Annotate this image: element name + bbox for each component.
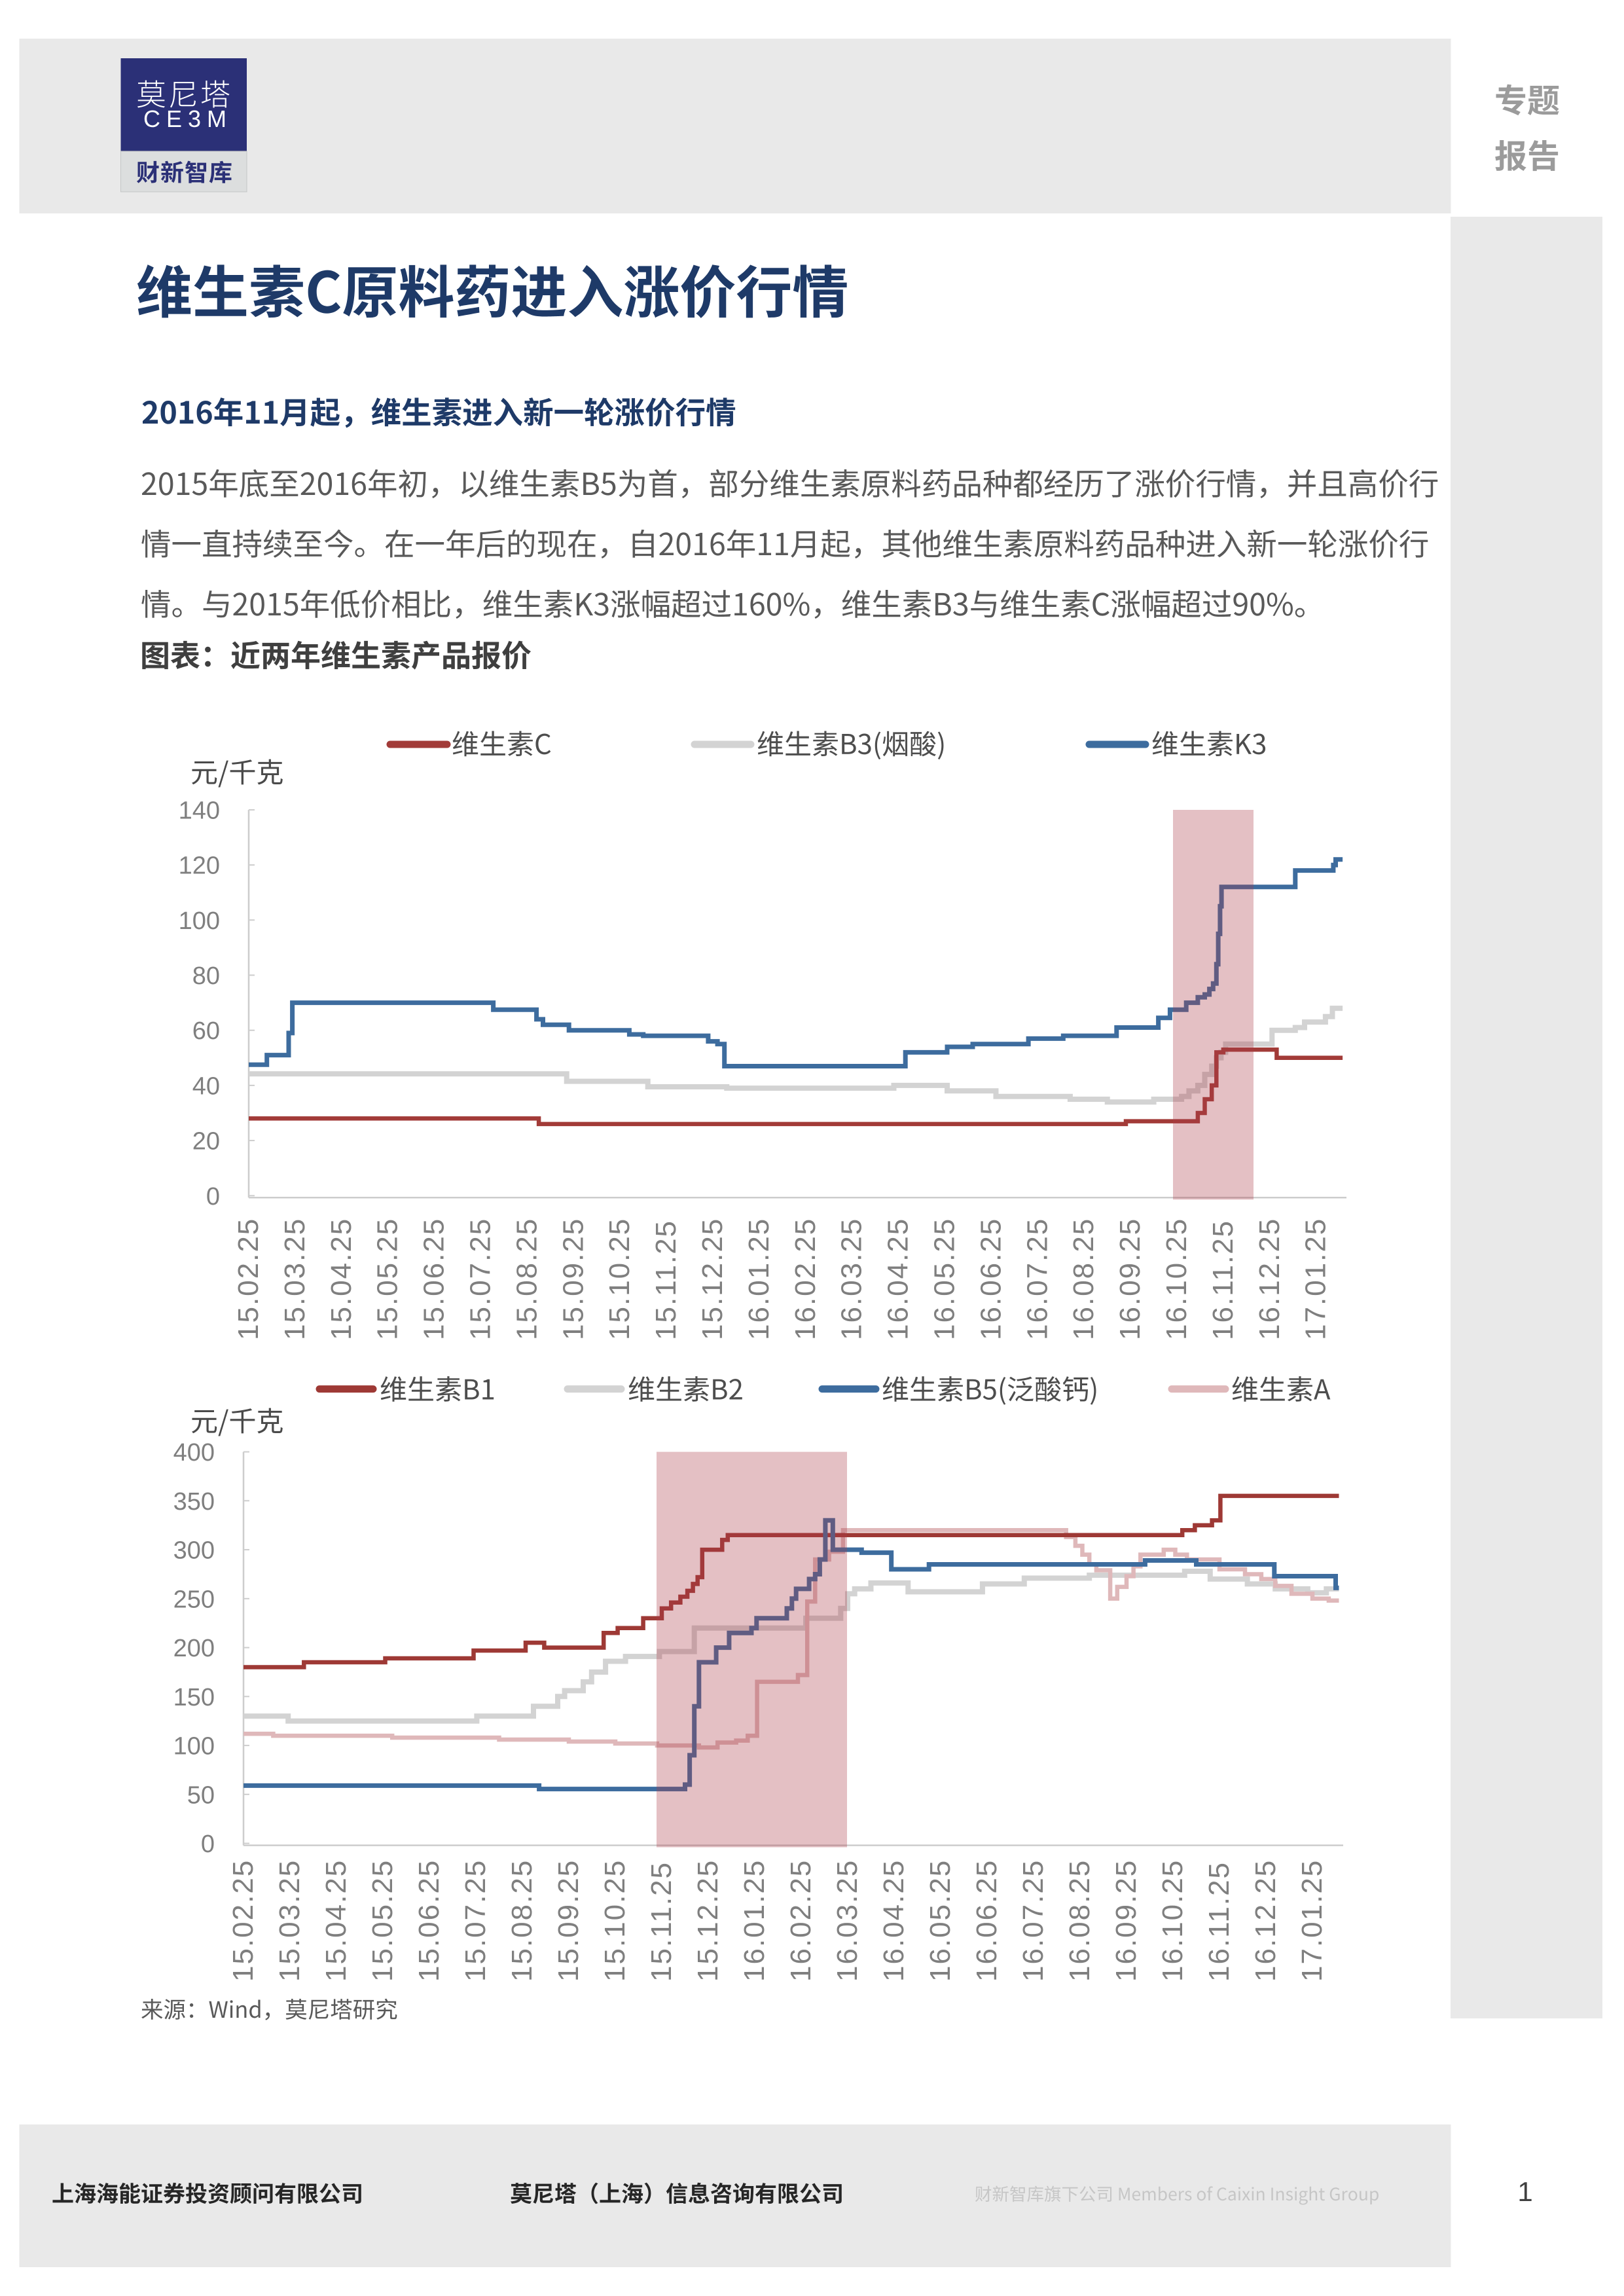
svg-text:0: 0 [201, 1831, 215, 1858]
svg-text:15.06.25: 15.06.25 [418, 1218, 450, 1340]
svg-text:250: 250 [173, 1586, 215, 1613]
svg-text:15.04.25: 15.04.25 [325, 1218, 357, 1340]
svg-text:16.03.25: 16.03.25 [831, 1859, 863, 1982]
svg-text:200: 200 [173, 1635, 215, 1662]
svg-text:120: 120 [179, 852, 220, 880]
svg-text:50: 50 [187, 1781, 215, 1809]
svg-text:15.03.25: 15.03.25 [274, 1859, 306, 1982]
svg-text:16.05.25: 16.05.25 [929, 1218, 961, 1340]
svg-text:60: 60 [192, 1017, 220, 1045]
svg-text:16.06.25: 16.06.25 [971, 1859, 1003, 1982]
svg-text:15.08.25: 15.08.25 [511, 1218, 543, 1340]
svg-text:16.06.25: 16.06.25 [975, 1218, 1007, 1340]
svg-text:16.01.25: 16.01.25 [743, 1218, 775, 1340]
svg-text:16.08.25: 16.08.25 [1064, 1859, 1096, 1982]
svg-text:1: 1 [1517, 2176, 1532, 2207]
svg-text:100: 100 [173, 1733, 215, 1760]
svg-text:140: 140 [179, 797, 220, 825]
svg-text:80: 80 [192, 962, 220, 990]
svg-text:16.02.25: 16.02.25 [789, 1218, 821, 1340]
svg-text:16.09.25: 16.09.25 [1114, 1218, 1146, 1340]
svg-text:16.11.25: 16.11.25 [1207, 1220, 1239, 1340]
svg-text:15.02.25: 15.02.25 [232, 1218, 264, 1340]
svg-text:15.07.25: 15.07.25 [465, 1218, 497, 1340]
svg-text:350: 350 [173, 1488, 215, 1516]
svg-text:16.09.25: 16.09.25 [1110, 1859, 1142, 1982]
svg-text:100: 100 [179, 907, 220, 935]
svg-text:16.07.25: 16.07.25 [1021, 1218, 1053, 1340]
svg-text:15.11.25: 15.11.25 [645, 1861, 677, 1982]
svg-text:15.02.25: 15.02.25 [227, 1859, 259, 1982]
svg-text:300: 300 [173, 1537, 215, 1565]
svg-text:15.10.25: 15.10.25 [599, 1859, 631, 1982]
svg-text:16.08.25: 16.08.25 [1068, 1218, 1100, 1340]
svg-text:16.04.25: 16.04.25 [878, 1859, 910, 1982]
svg-text:15.05.25: 15.05.25 [367, 1859, 399, 1982]
svg-text:0: 0 [206, 1183, 220, 1211]
svg-text:16.01.25: 16.01.25 [738, 1859, 770, 1982]
svg-text:15.09.25: 15.09.25 [552, 1859, 585, 1982]
svg-text:15.06.25: 15.06.25 [413, 1859, 445, 1982]
svg-text:16.12.25: 16.12.25 [1250, 1859, 1282, 1982]
svg-text:15.08.25: 15.08.25 [506, 1859, 538, 1982]
svg-text:16.04.25: 16.04.25 [882, 1218, 914, 1340]
svg-text:15.12.25: 15.12.25 [696, 1218, 729, 1340]
svg-text:15.11.25: 15.11.25 [650, 1220, 682, 1340]
svg-text:16.03.25: 16.03.25 [836, 1218, 868, 1340]
svg-text:16.02.25: 16.02.25 [785, 1859, 817, 1982]
svg-text:CE3M: CE3M [143, 105, 232, 132]
svg-text:16.07.25: 16.07.25 [1017, 1859, 1049, 1982]
svg-text:400: 400 [173, 1439, 215, 1467]
svg-text:150: 150 [173, 1684, 215, 1711]
svg-text:15.04.25: 15.04.25 [320, 1859, 352, 1982]
svg-text:16.10.25: 16.10.25 [1161, 1218, 1193, 1340]
svg-text:17.01.25: 17.01.25 [1300, 1218, 1332, 1340]
svg-text:40: 40 [192, 1072, 220, 1100]
svg-text:15.03.25: 15.03.25 [279, 1218, 311, 1340]
svg-text:15.10.25: 15.10.25 [604, 1218, 636, 1340]
svg-text:20: 20 [192, 1128, 220, 1156]
svg-text:17.01.25: 17.01.25 [1296, 1859, 1328, 1982]
svg-text:15.09.25: 15.09.25 [557, 1218, 589, 1340]
svg-text:16.05.25: 16.05.25 [924, 1859, 956, 1982]
svg-text:16.11.25: 16.11.25 [1203, 1861, 1235, 1982]
svg-text:16.12.25: 16.12.25 [1254, 1218, 1286, 1340]
svg-text:15.07.25: 15.07.25 [460, 1859, 492, 1982]
svg-text:15.12.25: 15.12.25 [692, 1859, 724, 1982]
svg-text:15.05.25: 15.05.25 [372, 1218, 404, 1340]
svg-text:16.10.25: 16.10.25 [1157, 1859, 1189, 1982]
